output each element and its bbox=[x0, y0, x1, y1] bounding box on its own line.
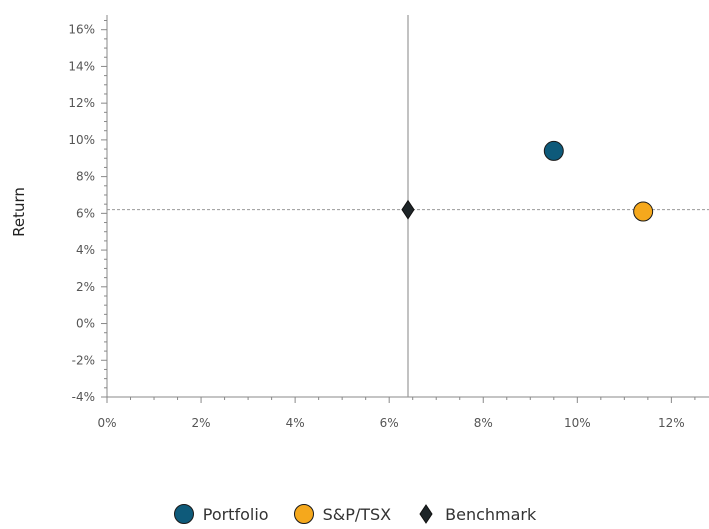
x-tick-label: 10% bbox=[564, 416, 591, 430]
y-tick-label: -2% bbox=[72, 353, 95, 367]
y-tick-label: 0% bbox=[76, 317, 95, 331]
y-tick-label: 14% bbox=[68, 59, 95, 73]
circle-icon bbox=[293, 504, 314, 524]
legend-label: Benchmark bbox=[445, 504, 537, 524]
y-tick-label: 8% bbox=[76, 170, 95, 184]
x-tick-label: 6% bbox=[380, 416, 399, 430]
data-points bbox=[401, 140, 654, 222]
s-p-tsx-point bbox=[633, 201, 654, 222]
benchmark-legend-marker bbox=[419, 504, 433, 524]
s-p-tsx-legend-marker bbox=[293, 504, 314, 524]
y-tick-label: 12% bbox=[68, 96, 95, 110]
legend-item-benchmark: Benchmark bbox=[415, 503, 536, 525]
x-tick-label: 0% bbox=[97, 416, 116, 430]
legend: Portfolio S&P/TSX Benchmark bbox=[0, 499, 709, 529]
circle-icon bbox=[173, 504, 194, 524]
x-tick-label: 2% bbox=[192, 416, 211, 430]
portfolio-point bbox=[543, 140, 564, 161]
diamond-icon bbox=[419, 504, 433, 524]
y-axis-title: Return bbox=[10, 187, 28, 237]
portfolio-legend-marker bbox=[173, 504, 194, 524]
legend-label: S&P/TSX bbox=[322, 504, 392, 524]
legend-label: Portfolio bbox=[202, 504, 269, 524]
benchmark-point bbox=[401, 199, 415, 220]
x-tick-label: 8% bbox=[474, 416, 493, 430]
y-tick-label: 10% bbox=[68, 133, 95, 147]
y-tick-label: 4% bbox=[76, 243, 95, 257]
y-tick-label: -4% bbox=[72, 390, 95, 404]
legend-item-portfolio: Portfolio bbox=[173, 503, 269, 525]
y-tick-label: 2% bbox=[76, 280, 95, 294]
x-tick-label: 4% bbox=[286, 416, 305, 430]
x-tick-label: 12% bbox=[658, 416, 685, 430]
y-tick-label: 16% bbox=[68, 23, 95, 37]
legend-item-s-p-tsx: S&P/TSX bbox=[293, 503, 392, 525]
axes: 0% 2% 4% 6% 8% 10% 12% -4% -2% 0% 2% 4% 6% 8% 10% 12% 14… bbox=[68, 15, 709, 430]
y-tick-label: 6% bbox=[76, 206, 95, 220]
